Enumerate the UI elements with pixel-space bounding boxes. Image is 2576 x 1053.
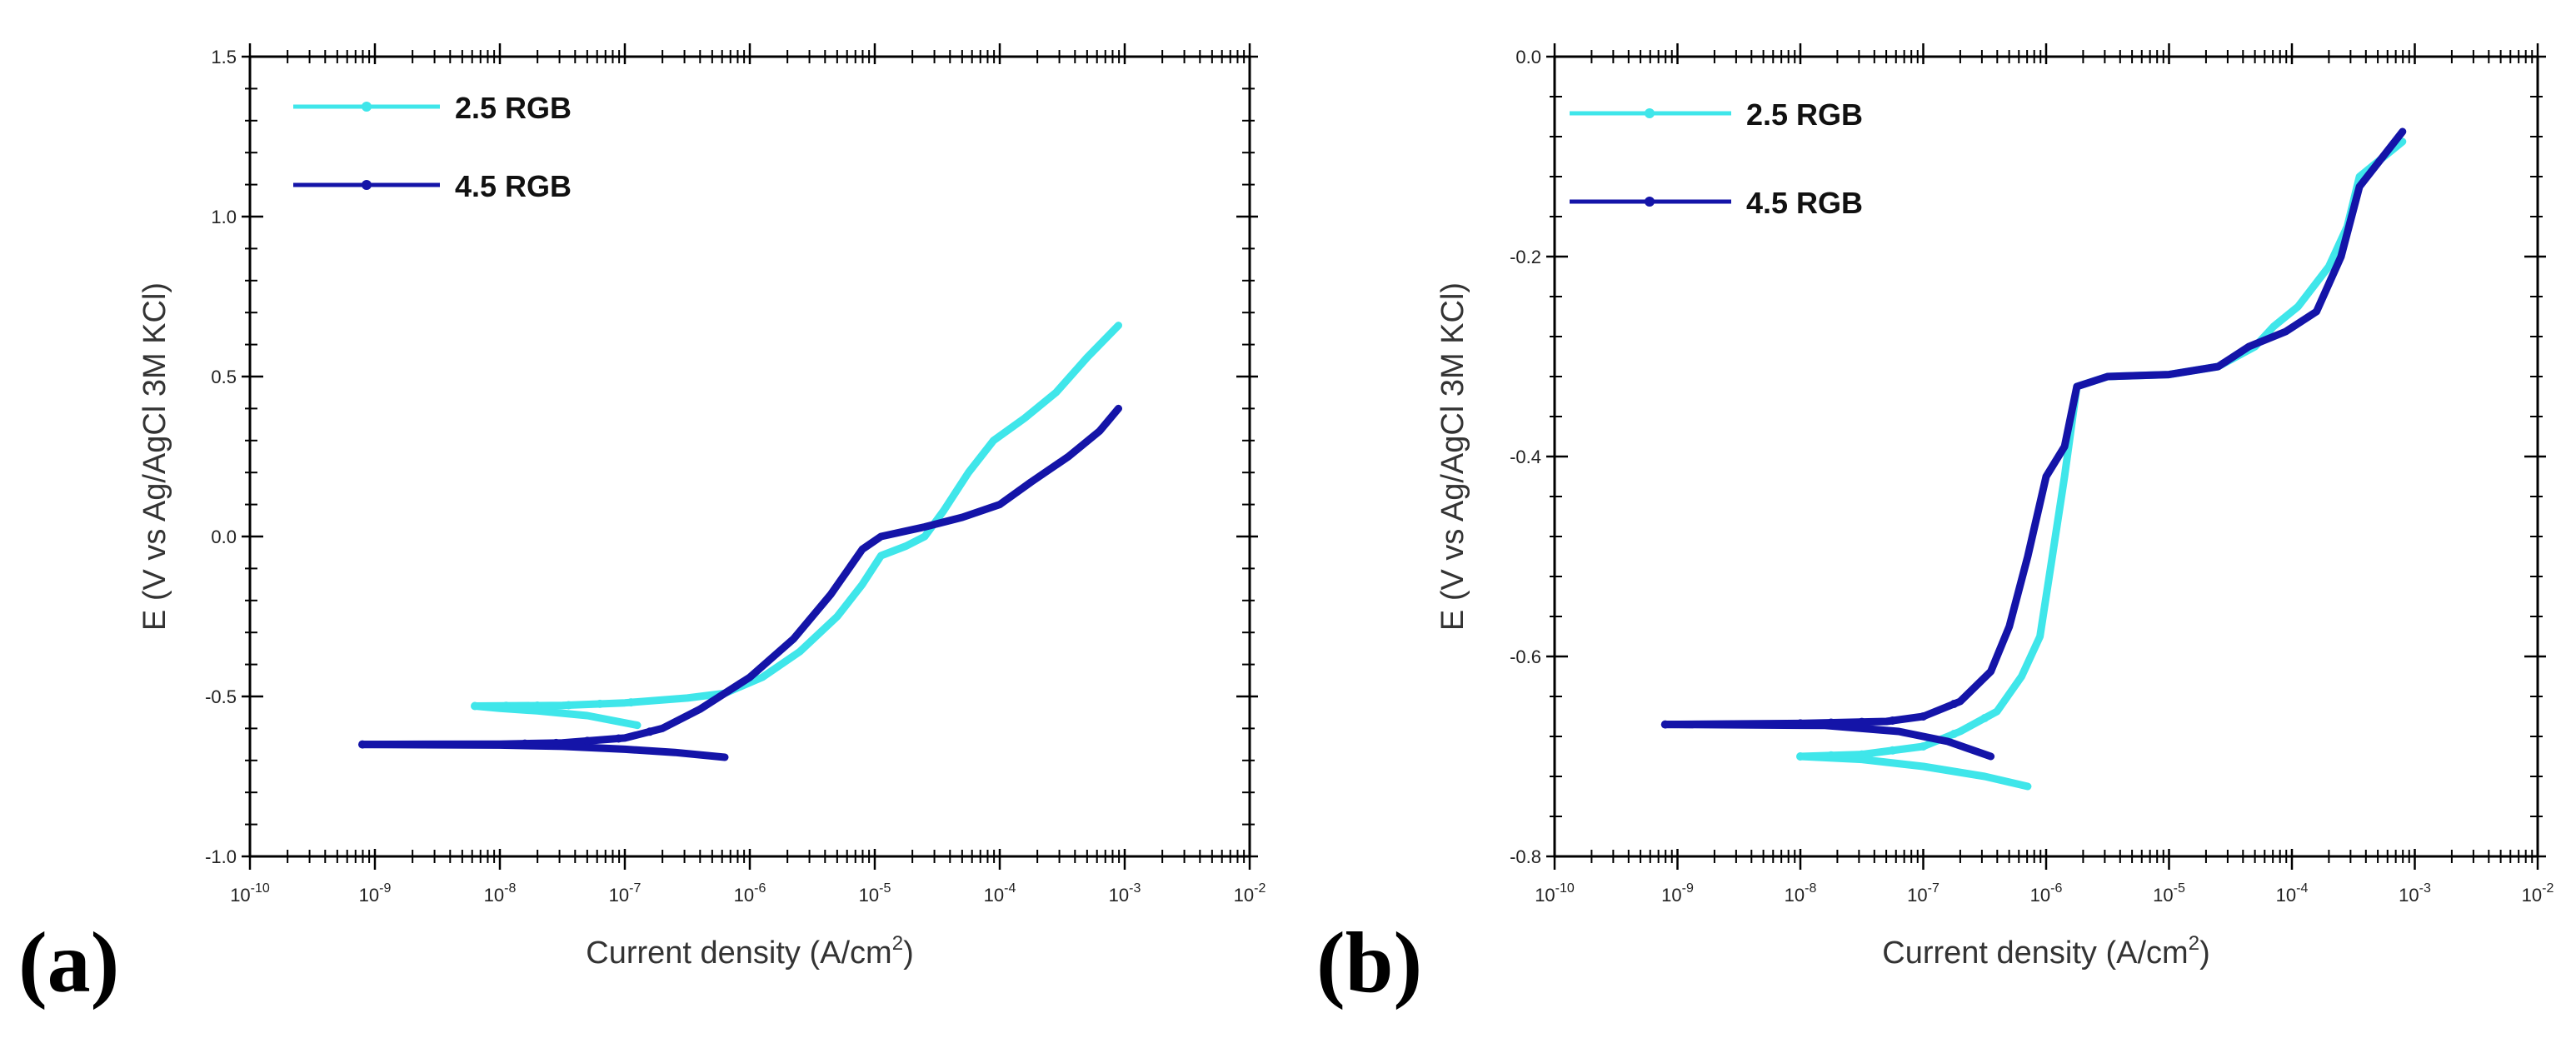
panel-a-x-axis-label: Current density (A/cm2) — [586, 932, 913, 971]
panel-b-x-tick-label: 10-4 — [2276, 881, 2309, 906]
panel-a-y-tick-label: -1.0 — [205, 846, 237, 867]
panel-b-label: (b) — [1316, 915, 1422, 1011]
panel-b-series-4-5-rgb-point — [1857, 717, 1866, 726]
panel-a-series-2-5-rgb-point — [627, 698, 636, 707]
legend-label-4-5-rgb: 4.5 RGB — [455, 169, 572, 203]
panel-a-series-4-5-rgb-point — [583, 736, 592, 746]
panel-b-series-2-5-rgb-point — [1888, 746, 1897, 755]
panel-b-x-tick-label: 10-6 — [2030, 881, 2063, 906]
panel-a-ticks: 10-10 10-9 10-8 10-7 10-6 10-5 10-4 10-3 10-2 -1.… — [205, 43, 1266, 906]
panel-b-plot-frame — [1553, 55, 2539, 858]
panel-a-series-4-5-rgb-point — [552, 738, 561, 747]
panel-a-x-tick-label: 10-8 — [484, 881, 517, 906]
legend-marker-2-5-rgb — [362, 102, 372, 112]
chart-panel-b: 10-10 10-9 10-8 10-7 10-6 10-5 10-4 10-3 10-2 -0.… — [1316, 43, 2554, 1011]
panel-a-series-2-5-rgb-point — [596, 699, 604, 708]
panel-b-series-2-5-rgb-point — [1980, 714, 1989, 722]
panel-b-x-tick-label: 10-3 — [2399, 881, 2431, 906]
panel-b-series-4-5-rgb-point — [1796, 719, 1805, 728]
panel-a-series — [358, 322, 1122, 761]
panel-a-y-tick-label: -0.5 — [205, 686, 237, 707]
panel-b-y-tick-label: -0.6 — [1510, 646, 1541, 667]
panel-a-y-tick-label: 0.0 — [211, 526, 237, 547]
panel-a-series-4-5-rgb-anodic-branch — [358, 404, 1122, 749]
panel-b-series-4-5-rgb-point — [1949, 700, 1959, 708]
panel-b-y-tick-label: -0.8 — [1510, 846, 1541, 867]
panel-a-series-2-5-rgb-point — [471, 701, 479, 711]
panel-b-series-2-5-rgb-point — [1826, 751, 1835, 760]
panel-b-x-tick-label: 10-5 — [2153, 881, 2185, 906]
panel-a-series-2-5-rgb-point — [533, 701, 542, 710]
panel-b-x-tick-label: 10-9 — [1661, 881, 1694, 906]
panel-a-plot-frame — [248, 55, 1251, 858]
panel-b-x-tick-label: 10-2 — [2522, 881, 2554, 906]
panel-a-series-2-5-rgb-point — [564, 701, 573, 710]
chart-panel-a: 10-10 10-9 10-8 10-7 10-6 10-5 10-4 10-3 10-2 -1.… — [18, 43, 1266, 1011]
panel-a-y-axis-label: E (V vs Ag/AgCl 3M KCl) — [137, 282, 172, 631]
panel-b-y-tick-label: -0.2 — [1510, 247, 1541, 267]
panel-b-series-2-5-rgb-point — [1949, 730, 1959, 738]
panel-a-x-tick-label: 10-10 — [230, 881, 270, 906]
panel-a-series-4-5-rgb-point — [358, 740, 367, 749]
legend-label-2-5-rgb: 2.5 RGB — [455, 91, 572, 125]
panel-b-series-4-5-rgb-point — [1826, 718, 1835, 727]
panel-a-x-tick-label: 10-3 — [1109, 881, 1141, 906]
panel-b-series-2-5-rgb-point — [1796, 752, 1805, 761]
panel-b-series-2-5-rgb-point — [1857, 750, 1866, 759]
panel-a-y-tick-label: 0.5 — [211, 367, 237, 387]
legend-label-2-5-rgb: 2.5 RGB — [1746, 97, 1863, 132]
panel-b-legend: 2.5 RGB 4.5 RGB — [1570, 97, 1863, 220]
panel-a-x-tick-label: 10-9 — [359, 881, 392, 906]
panel-b-series-4-5-rgb-point — [1660, 720, 1670, 729]
panel-b-series — [1660, 127, 2407, 791]
panel-b-series-4-5-rgb-point — [1888, 716, 1897, 725]
panel-a-x-tick-label: 10-4 — [984, 881, 1016, 906]
legend-label-4-5-rgb: 4.5 RGB — [1746, 186, 1863, 220]
panel-b-x-axis-label: Current density (A/cm2) — [1882, 932, 2209, 971]
panel-b-x-tick-label: 10-10 — [1535, 881, 1575, 906]
panel-b-ticks: 10-10 10-9 10-8 10-7 10-6 10-5 10-4 10-3 10-2 -0.… — [1510, 43, 2554, 906]
panel-b-series-2-5-rgb-point — [1919, 742, 1928, 751]
panel-a-y-tick-label: 1.5 — [211, 47, 237, 67]
panel-a-series-2-5-rgb-anodic-branch — [471, 322, 1122, 710]
panel-b-y-tick-label: -0.4 — [1510, 447, 1541, 467]
panel-b-y-tick-label: 0.0 — [1515, 47, 1541, 67]
legend-marker-2-5-rgb — [1645, 108, 1655, 118]
panel-a-series-2-5-rgb-point — [502, 701, 511, 711]
panel-a-x-tick-label: 10-5 — [859, 881, 891, 906]
panel-a-series-4-5-rgb-point — [646, 727, 654, 736]
panel-b-y-axis-label: E (V vs Ag/AgCl 3M KCl) — [1435, 282, 1470, 631]
panel-b-x-tick-label: 10-8 — [1785, 881, 1817, 906]
panel-a-x-tick-label: 10-2 — [1234, 881, 1266, 906]
panel-a-legend: 2.5 RGB 4.5 RGB — [293, 91, 572, 203]
panel-a-x-tick-label: 10-7 — [609, 881, 642, 906]
panel-a-series-4-5-rgb-point — [521, 739, 529, 748]
panel-b-series-4-5-rgb-point — [1919, 712, 1928, 721]
panel-b-series-4-5-rgb-anodic-branch — [1661, 127, 2407, 729]
panel-a-y-tick-label: 1.0 — [211, 207, 237, 227]
panel-b-x-tick-label: 10-7 — [1907, 881, 1939, 906]
legend-marker-4-5-rgb — [1645, 197, 1655, 207]
panel-a-series-4-5-rgb-point — [614, 734, 623, 743]
panel-a-label: (a) — [18, 915, 119, 1011]
legend-marker-4-5-rgb — [362, 180, 372, 190]
panel-a-x-tick-label: 10-6 — [734, 881, 766, 906]
